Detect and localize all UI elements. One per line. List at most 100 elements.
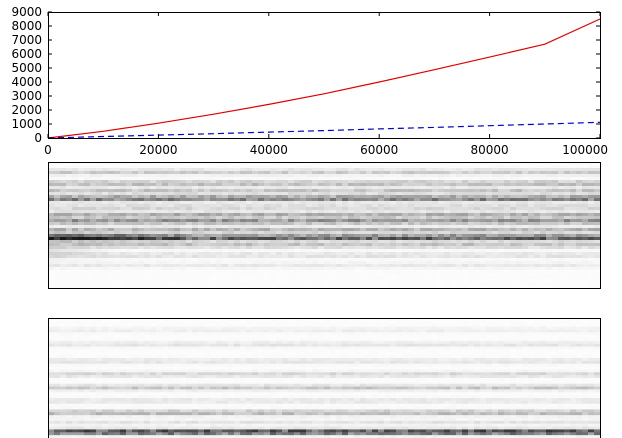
heatmap-cell bbox=[360, 195, 367, 199]
heatmap-cell bbox=[456, 186, 463, 190]
heatmap-cell bbox=[372, 320, 379, 325]
heatmap-cell bbox=[246, 219, 253, 223]
heatmap-cell bbox=[210, 346, 217, 350]
heatmap-cell bbox=[162, 346, 169, 350]
heatmap-cell bbox=[186, 186, 193, 190]
heatmap-cell bbox=[354, 204, 361, 208]
heatmap-cell bbox=[300, 329, 307, 333]
heatmap-cell bbox=[150, 349, 157, 353]
heatmap-cell bbox=[192, 201, 199, 205]
heatmap-cell bbox=[408, 255, 415, 259]
heatmap-cell bbox=[402, 234, 409, 238]
heatmap-cell bbox=[294, 231, 301, 235]
heatmap-cell bbox=[582, 195, 589, 199]
heatmap-cell bbox=[186, 270, 193, 274]
heatmap-cell bbox=[306, 285, 313, 289]
heatmap-cell bbox=[282, 273, 289, 277]
heatmap-cell bbox=[144, 168, 151, 172]
heatmap-cell bbox=[186, 258, 193, 262]
heatmap-cell bbox=[210, 231, 217, 235]
heatmap-cell bbox=[192, 246, 199, 250]
heatmap-cell bbox=[300, 222, 307, 226]
heatmap-cell bbox=[462, 279, 469, 283]
heatmap-cell bbox=[564, 207, 571, 211]
heatmap-cell bbox=[156, 343, 163, 347]
heatmap-cell bbox=[222, 177, 229, 181]
heatmap-cell bbox=[138, 264, 145, 268]
heatmap-cell bbox=[306, 219, 313, 223]
heatmap-cell bbox=[492, 216, 499, 220]
heatmap-cell bbox=[450, 243, 457, 247]
heatmap-cell bbox=[504, 180, 511, 184]
heatmap-cell bbox=[462, 198, 469, 202]
heatmap-cell bbox=[378, 234, 385, 238]
heatmap-cell bbox=[450, 219, 457, 223]
heatmap-cell bbox=[384, 329, 391, 333]
heatmap-cell bbox=[54, 177, 61, 181]
heatmap-cell bbox=[594, 204, 601, 208]
heatmap-cell bbox=[522, 273, 529, 277]
heatmap-cell bbox=[282, 186, 289, 190]
heatmap-cell bbox=[306, 323, 313, 327]
heatmap-cell bbox=[408, 318, 415, 322]
heatmap-cell bbox=[516, 237, 523, 241]
heatmap-cell bbox=[396, 240, 403, 244]
heatmap-cell bbox=[234, 340, 241, 345]
heatmap-cell bbox=[234, 323, 241, 327]
heatmap-cell bbox=[420, 349, 427, 353]
heatmap-cell bbox=[372, 323, 379, 327]
heatmap-cell bbox=[336, 246, 343, 250]
heatmap-cell bbox=[534, 318, 541, 322]
heatmap-cell bbox=[408, 273, 415, 277]
heatmap-cell bbox=[144, 174, 151, 178]
heatmap-cell bbox=[342, 318, 349, 322]
heatmap-cell bbox=[138, 180, 145, 184]
heatmap-cell bbox=[186, 320, 193, 325]
heatmap-cell bbox=[96, 246, 103, 250]
heatmap-cell bbox=[408, 168, 415, 172]
heatmap-cell bbox=[432, 318, 439, 322]
heatmap-cell bbox=[546, 279, 553, 283]
heatmap-cell bbox=[390, 201, 397, 205]
heatmap-cell bbox=[126, 189, 133, 193]
heatmap-cell bbox=[402, 255, 409, 259]
heatmap-cell bbox=[204, 171, 211, 175]
heatmap-cell bbox=[396, 273, 403, 277]
heatmap-cell bbox=[168, 225, 175, 229]
heatmap-cell bbox=[318, 326, 325, 330]
heatmap-cell bbox=[216, 276, 223, 280]
heatmap-cell bbox=[132, 270, 139, 274]
heatmap-cell bbox=[522, 285, 529, 289]
heatmap-cell bbox=[72, 264, 79, 268]
heatmap-cell bbox=[588, 201, 595, 205]
heatmap-cell bbox=[72, 329, 79, 333]
heatmap-cell bbox=[264, 210, 271, 214]
heatmap-cell bbox=[336, 318, 343, 322]
heatmap-cell bbox=[324, 258, 331, 262]
heatmap-cell bbox=[108, 177, 115, 181]
heatmap-cell bbox=[492, 207, 499, 211]
heatmap-cell bbox=[276, 320, 283, 325]
heatmap-cell bbox=[186, 183, 193, 187]
heatmap-cell bbox=[348, 168, 355, 172]
heatmap-cell bbox=[318, 243, 325, 247]
heatmap-cell bbox=[450, 183, 457, 187]
heatmap-cell bbox=[60, 162, 67, 166]
heatmap-cell bbox=[84, 261, 91, 265]
heatmap-cell bbox=[78, 329, 85, 333]
heatmap-cell bbox=[72, 171, 79, 175]
heatmap-cell bbox=[534, 171, 541, 175]
heatmap-cell bbox=[138, 183, 145, 187]
heatmap-cell bbox=[558, 261, 565, 265]
heatmap-cell bbox=[222, 171, 229, 175]
heatmap-cell bbox=[528, 255, 535, 259]
heatmap-cell bbox=[198, 240, 205, 244]
heatmap-cell bbox=[420, 267, 427, 271]
heatmap-cell bbox=[258, 240, 265, 244]
heatmap-cell bbox=[228, 195, 235, 199]
heatmap-cell bbox=[132, 210, 139, 214]
heatmap-cell bbox=[588, 343, 595, 347]
heatmap-cell bbox=[258, 267, 265, 271]
heatmap-cell bbox=[516, 240, 523, 244]
heatmap-cell bbox=[354, 246, 361, 250]
